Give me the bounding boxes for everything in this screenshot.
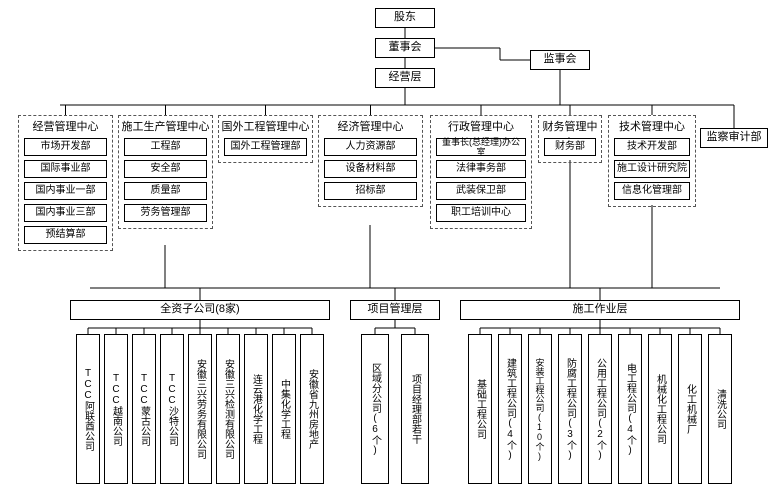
center-group-6: 技术管理中心技术开发部施工设计研究院信息化管理部 xyxy=(608,115,696,207)
lower-0-item-1: TCC越南公司 xyxy=(104,334,128,484)
lower-0-item-4: 安徽三兴劳务有限公司 xyxy=(188,334,212,484)
center-title-1: 施工生产管理中心 xyxy=(119,118,212,134)
center-4-item-2: 武装保卫部 xyxy=(436,182,526,200)
lower-2-item-6: 机械化工程公司 xyxy=(648,334,672,484)
center-group-5: 财务管理中心财务部 xyxy=(538,115,602,163)
center-0-item-4: 预结算部 xyxy=(24,226,107,244)
center-title-3: 经济管理中心 xyxy=(319,118,422,134)
node-management: 经营层 xyxy=(375,68,435,88)
lower-header-0: 全资子公司(8家) xyxy=(70,300,330,320)
center-group-1: 施工生产管理中心工程部安全部质量部劳务管理部 xyxy=(118,115,213,229)
node-supervisory: 监事会 xyxy=(530,50,590,70)
center-4-item-1: 法律事务部 xyxy=(436,160,526,178)
center-6-item-0: 技术开发部 xyxy=(614,138,690,156)
lower-1-item-1-label: 项目经理部若干 xyxy=(408,374,423,444)
lower-0-item-0-label: TCC阿联酋公司 xyxy=(81,368,96,451)
lower-2-item-2-label: 安装工程公司(10个) xyxy=(534,358,547,461)
lower-2-item-6-label: 机械化工程公司 xyxy=(653,374,668,444)
center-title-4: 行政管理中心 xyxy=(431,118,531,134)
center-3-item-1: 设备材料部 xyxy=(324,160,417,178)
lower-0-item-6-label: 连云港化学工程 xyxy=(249,374,264,444)
center-title-2: 国外工程管理中心 xyxy=(219,118,312,134)
center-group-0: 经营管理中心市场开发部国际事业部国内事业一部国内事业三部预结算部 xyxy=(18,115,113,251)
lower-0-item-5-label: 安徽三兴检测有限公司 xyxy=(221,359,236,459)
lower-0-item-6: 连云港化学工程 xyxy=(244,334,268,484)
lower-0-item-7-label: 中集化学工程 xyxy=(277,379,292,439)
lower-0-item-1-label: TCC越南公司 xyxy=(109,373,124,446)
center-4-item-0: 董事长(总经理)办公室 xyxy=(436,138,526,156)
lower-2-item-7: 化工机械厂 xyxy=(678,334,702,484)
center-3-item-0: 人力资源部 xyxy=(324,138,417,156)
audit-dept: 监察审计部 xyxy=(700,128,768,148)
lower-2-item-3: 防腐工程公司(3个) xyxy=(558,334,582,484)
center-0-item-3: 国内事业三部 xyxy=(24,204,107,222)
lower-2-item-2: 安装工程公司(10个) xyxy=(528,334,552,484)
lower-1-item-0: 区域分公司(6个) xyxy=(361,334,389,484)
center-1-item-1: 安全部 xyxy=(124,160,207,178)
center-3-item-2: 招标部 xyxy=(324,182,417,200)
center-group-2: 国外工程管理中心国外工程管理部 xyxy=(218,115,313,163)
lower-2-item-0: 基础工程公司 xyxy=(468,334,492,484)
center-title-6: 技术管理中心 xyxy=(609,118,695,134)
lower-2-item-0-label: 基础工程公司 xyxy=(473,379,488,439)
center-group-4: 行政管理中心董事长(总经理)办公室法律事务部武装保卫部职工培训中心 xyxy=(430,115,532,229)
center-5-item-0: 财务部 xyxy=(544,138,596,156)
lower-0-item-2: TCC蒙古公司 xyxy=(132,334,156,484)
center-2-item-0: 国外工程管理部 xyxy=(224,138,307,156)
lower-0-item-0: TCC阿联酋公司 xyxy=(76,334,100,484)
lower-2-item-5: 电工程公司(4个) xyxy=(618,334,642,484)
center-title-0: 经营管理中心 xyxy=(19,118,112,134)
lower-0-item-7: 中集化学工程 xyxy=(272,334,296,484)
center-1-item-0: 工程部 xyxy=(124,138,207,156)
lower-2-item-4: 公用工程公司(2个) xyxy=(588,334,612,484)
center-0-item-2: 国内事业一部 xyxy=(24,182,107,200)
node-shareholder: 股东 xyxy=(375,8,435,28)
lower-2-item-1-label: 建筑工程公司(4个) xyxy=(503,358,518,461)
center-1-item-3: 劳务管理部 xyxy=(124,204,207,222)
lower-0-item-8: 安徽省九州房地产 xyxy=(300,334,324,484)
center-6-item-2: 信息化管理部 xyxy=(614,182,690,200)
lower-0-item-3-label: TCC沙特公司 xyxy=(165,373,180,446)
lower-1-item-1: 项目经理部若干 xyxy=(401,334,429,484)
lower-0-item-4-label: 安徽三兴劳务有限公司 xyxy=(193,359,208,459)
center-group-3: 经济管理中心人力资源部设备材料部招标部 xyxy=(318,115,423,207)
lower-2-item-3-label: 防腐工程公司(3个) xyxy=(563,358,578,461)
center-0-item-0: 市场开发部 xyxy=(24,138,107,156)
lower-0-item-2-label: TCC蒙古公司 xyxy=(137,373,152,446)
center-0-item-1: 国际事业部 xyxy=(24,160,107,178)
node-board: 董事会 xyxy=(375,38,435,58)
lower-2-item-8-label: 清洗公司 xyxy=(713,389,728,429)
lower-1-item-0-label: 区域分公司(6个) xyxy=(368,363,383,456)
lower-2-item-8: 清洗公司 xyxy=(708,334,732,484)
lower-2-item-7-label: 化工机械厂 xyxy=(683,384,698,434)
center-1-item-2: 质量部 xyxy=(124,182,207,200)
lower-2-item-1: 建筑工程公司(4个) xyxy=(498,334,522,484)
lower-0-item-8-label: 安徽省九州房地产 xyxy=(305,369,320,449)
lower-header-2: 施工作业层 xyxy=(460,300,740,320)
lower-0-item-3: TCC沙特公司 xyxy=(160,334,184,484)
lower-0-item-5: 安徽三兴检测有限公司 xyxy=(216,334,240,484)
center-6-item-1: 施工设计研究院 xyxy=(614,160,690,178)
lower-header-1: 项目管理层 xyxy=(350,300,440,320)
lower-2-item-5-label: 电工程公司(4个) xyxy=(623,363,638,456)
lower-2-item-4-label: 公用工程公司(2个) xyxy=(593,358,608,461)
center-4-item-3: 职工培训中心 xyxy=(436,204,526,222)
